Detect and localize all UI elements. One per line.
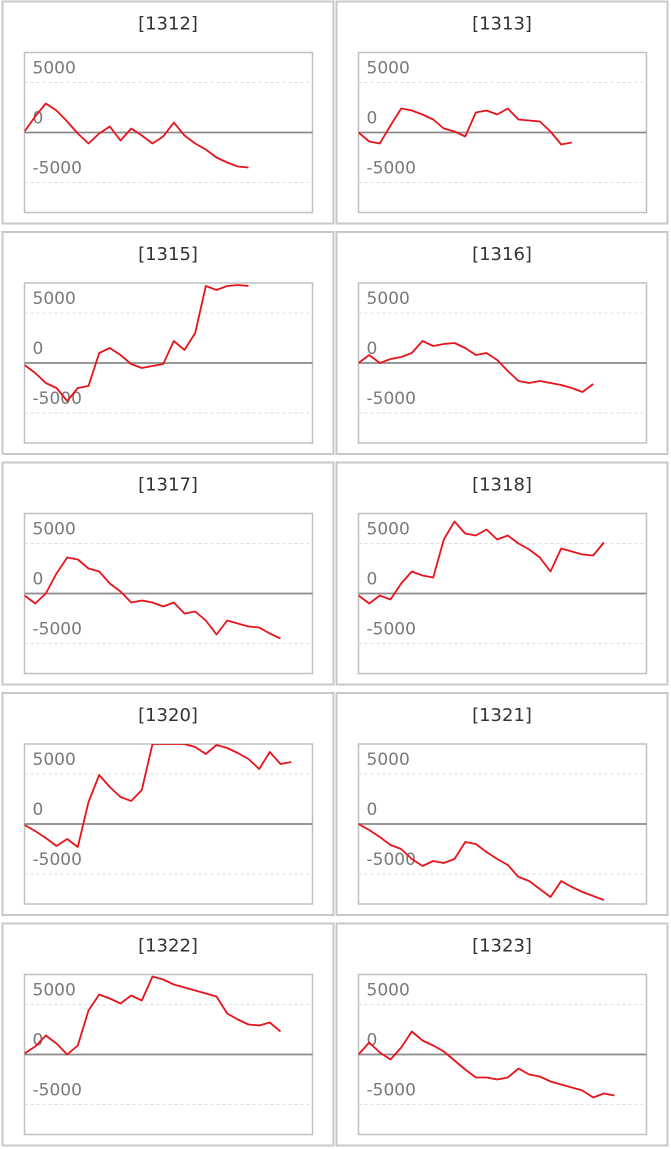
y-tick-label: -5000 xyxy=(33,1081,82,1101)
y-tick-label: -5000 xyxy=(367,620,416,640)
y-tick-label: 0 xyxy=(33,570,44,590)
y-tick-label: -5000 xyxy=(367,389,416,409)
y-tick-label: -5000 xyxy=(367,850,416,870)
chart-title: [1323] xyxy=(472,936,532,957)
data-line xyxy=(358,107,572,146)
data-line xyxy=(24,556,281,640)
data-line xyxy=(24,975,282,1056)
y-tick-label: 0 xyxy=(33,800,44,820)
y-tick-label: -5000 xyxy=(367,1081,416,1101)
data-line xyxy=(24,102,249,169)
y-tick-label: -5000 xyxy=(33,389,82,409)
y-tick-label: 5000 xyxy=(33,289,76,309)
y-tick-label: 5000 xyxy=(367,289,410,309)
data-line xyxy=(358,520,605,605)
chart-title: [1322] xyxy=(138,936,198,957)
chart-title: [1320] xyxy=(138,705,198,726)
chart-title: [1312] xyxy=(138,14,198,35)
y-tick-label: 0 xyxy=(367,109,378,129)
y-tick-label: -5000 xyxy=(367,159,416,179)
y-tick-label: 5000 xyxy=(33,59,76,79)
chart-title: [1321] xyxy=(472,705,532,726)
y-tick-label: 5000 xyxy=(33,520,76,540)
y-tick-label: 0 xyxy=(367,1031,378,1051)
y-tick-label: 5000 xyxy=(33,981,76,1001)
y-tick-label: 5000 xyxy=(367,981,410,1001)
y-tick-label: 0 xyxy=(33,339,44,359)
y-tick-label: -5000 xyxy=(33,159,82,179)
y-tick-label: 5000 xyxy=(367,520,410,540)
y-tick-label: 0 xyxy=(33,1031,44,1051)
y-tick-label: 5000 xyxy=(33,750,76,770)
data-line xyxy=(24,284,249,402)
y-tick-label: 0 xyxy=(367,800,378,820)
data-line xyxy=(358,1030,615,1099)
y-tick-label: 0 xyxy=(367,570,378,590)
y-tick-label: 0 xyxy=(367,339,378,359)
chart-title: [1315] xyxy=(138,244,198,265)
chart-title: [1313] xyxy=(472,14,532,35)
chart-title: [1318] xyxy=(472,475,532,496)
y-tick-label: 5000 xyxy=(367,59,410,79)
data-line xyxy=(358,340,594,393)
y-tick-label: -5000 xyxy=(33,620,82,640)
chart-title: [1316] xyxy=(472,244,532,265)
y-tick-label: 5000 xyxy=(367,750,410,770)
chart-title: [1317] xyxy=(138,475,198,496)
y-tick-label: 0 xyxy=(33,109,44,129)
y-tick-label: -5000 xyxy=(33,850,82,870)
data-line xyxy=(24,744,292,848)
data-line xyxy=(358,823,605,901)
